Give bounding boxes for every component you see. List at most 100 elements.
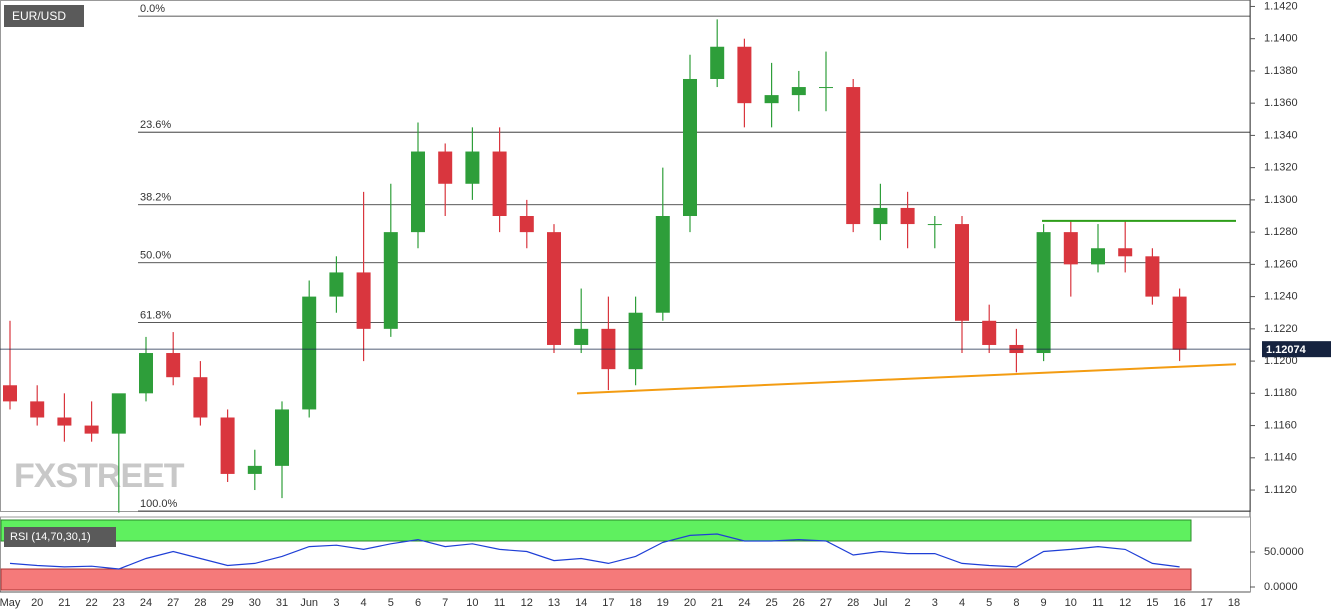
candle-body [383, 232, 398, 329]
y-tick-label: 1.1140 [1264, 452, 1297, 464]
x-tick-label: 9 [1041, 597, 1047, 609]
x-tick-label: 12 [1119, 597, 1131, 609]
symbol: EUR/USD [12, 9, 66, 23]
candle-body [193, 377, 208, 418]
x-tick-label: 5 [388, 597, 394, 609]
candle-body [791, 87, 806, 96]
candle-body [220, 417, 235, 474]
candle-body [873, 207, 888, 225]
x-tick-label: 28 [194, 597, 206, 609]
y-tick-label: 1.1380 [1264, 65, 1298, 77]
candle-body [30, 401, 45, 418]
x-tick-label: 6 [415, 597, 421, 609]
oversold-zone [0, 568, 1192, 591]
x-tick-label: 23 [113, 597, 125, 609]
symbol-box [4, 5, 84, 27]
candle-body [1036, 232, 1051, 354]
x-tick-label: 20 [684, 597, 696, 609]
candle-body [819, 87, 833, 89]
candle-body [1145, 256, 1160, 297]
candle-body [329, 272, 344, 297]
candle-body [1091, 248, 1105, 265]
candle-body [1172, 296, 1187, 350]
x-tick-label: 20 [31, 597, 43, 609]
y-tick-label: 1.1120 [1264, 484, 1297, 496]
rsi-tick-label: 0.0000 [1264, 581, 1298, 593]
rsi-label: RSI (14,70,30,1) [10, 531, 91, 543]
y-tick-label: 1.1240 [1264, 291, 1298, 303]
x-tick-label: 31 [276, 597, 288, 609]
x-tick-label: 3 [932, 597, 938, 609]
y-tick-label: 1.1300 [1264, 194, 1298, 206]
candle-body [927, 224, 942, 226]
candle-body [356, 272, 371, 329]
y-tick-label: 1.1180 [1264, 387, 1297, 399]
x-tick-label: 18 [1228, 597, 1240, 609]
fib-label: 0.0% [140, 3, 165, 15]
x-tick-label: 4 [959, 597, 965, 609]
watermark: FXSTREET [14, 457, 185, 495]
x-tick-label: 15 [1146, 597, 1158, 609]
x-tick-label: 22 [85, 597, 97, 609]
rsi-label-box [4, 527, 116, 547]
candle-body [519, 216, 534, 233]
x-tick-label: 29 [221, 597, 233, 609]
candle-body [275, 409, 289, 466]
candle-body [1063, 232, 1078, 265]
x-tick-label: 27 [820, 597, 832, 609]
fib-label: 100.0% [140, 498, 178, 510]
y-tick-label: 1.1220 [1264, 323, 1298, 335]
candle-body [683, 78, 697, 217]
candle-body [982, 320, 997, 345]
x-tick-label: 25 [765, 597, 777, 609]
x-tick-label: Jul [873, 597, 887, 609]
y-tick-label: 1.1400 [1264, 33, 1298, 45]
x-tick-label: 26 [793, 597, 805, 609]
candle-body [846, 87, 861, 225]
support-line [576, 363, 1237, 395]
x-tick-label: 13 [548, 597, 560, 609]
x-tick-label: 8 [1013, 597, 1019, 609]
x-tick-label: Jun [300, 597, 318, 609]
fib-label: 61.8% [140, 309, 171, 321]
candle-body [247, 465, 262, 474]
y-tick-label: 1.1320 [1264, 162, 1298, 174]
x-tick-label: 12 [521, 597, 533, 609]
x-tick-label: 14 [575, 597, 587, 609]
candle-body [84, 425, 99, 434]
rsi-tick-label: 50.0000 [1264, 546, 1304, 558]
candle-body [655, 216, 670, 313]
y-tick-label: 1.1360 [1264, 97, 1298, 109]
x-tick-label: 5 [986, 597, 992, 609]
x-tick-label: 17 [1201, 597, 1213, 609]
candle-body [574, 328, 589, 345]
candle-body [57, 417, 72, 426]
y-tick-label: 1.1340 [1264, 129, 1298, 141]
candle-body [465, 151, 480, 184]
x-tick-label: 17 [602, 597, 614, 609]
candle-body [628, 312, 643, 370]
candle-body [111, 393, 126, 434]
x-tick-label: 11 [494, 597, 505, 609]
fib-label: 38.2% [140, 192, 171, 204]
x-tick-label: 2 [905, 597, 911, 609]
candle-body [411, 151, 425, 233]
x-tick-label: 7 [442, 597, 448, 609]
x-tick-label: 3 [333, 597, 339, 609]
candle-body [737, 46, 752, 104]
y-tick-label: 1.1200 [1264, 355, 1298, 367]
x-tick-label: 30 [249, 597, 261, 609]
fib-label: 23.6% [140, 119, 171, 131]
last-price-label: 1.12074 [1266, 344, 1307, 356]
x-tick-label: 10 [466, 597, 478, 609]
x-tick-label: 10 [1065, 597, 1077, 609]
x-tick-label: 28 [847, 597, 859, 609]
x-tick-label: 18 [629, 597, 641, 609]
x-tick-label: 24 [738, 597, 750, 609]
candle-body [955, 224, 969, 321]
overbought-zone [0, 519, 1192, 542]
candle-body [166, 353, 181, 378]
last-price-box [1262, 341, 1331, 358]
candle-body [3, 385, 17, 402]
